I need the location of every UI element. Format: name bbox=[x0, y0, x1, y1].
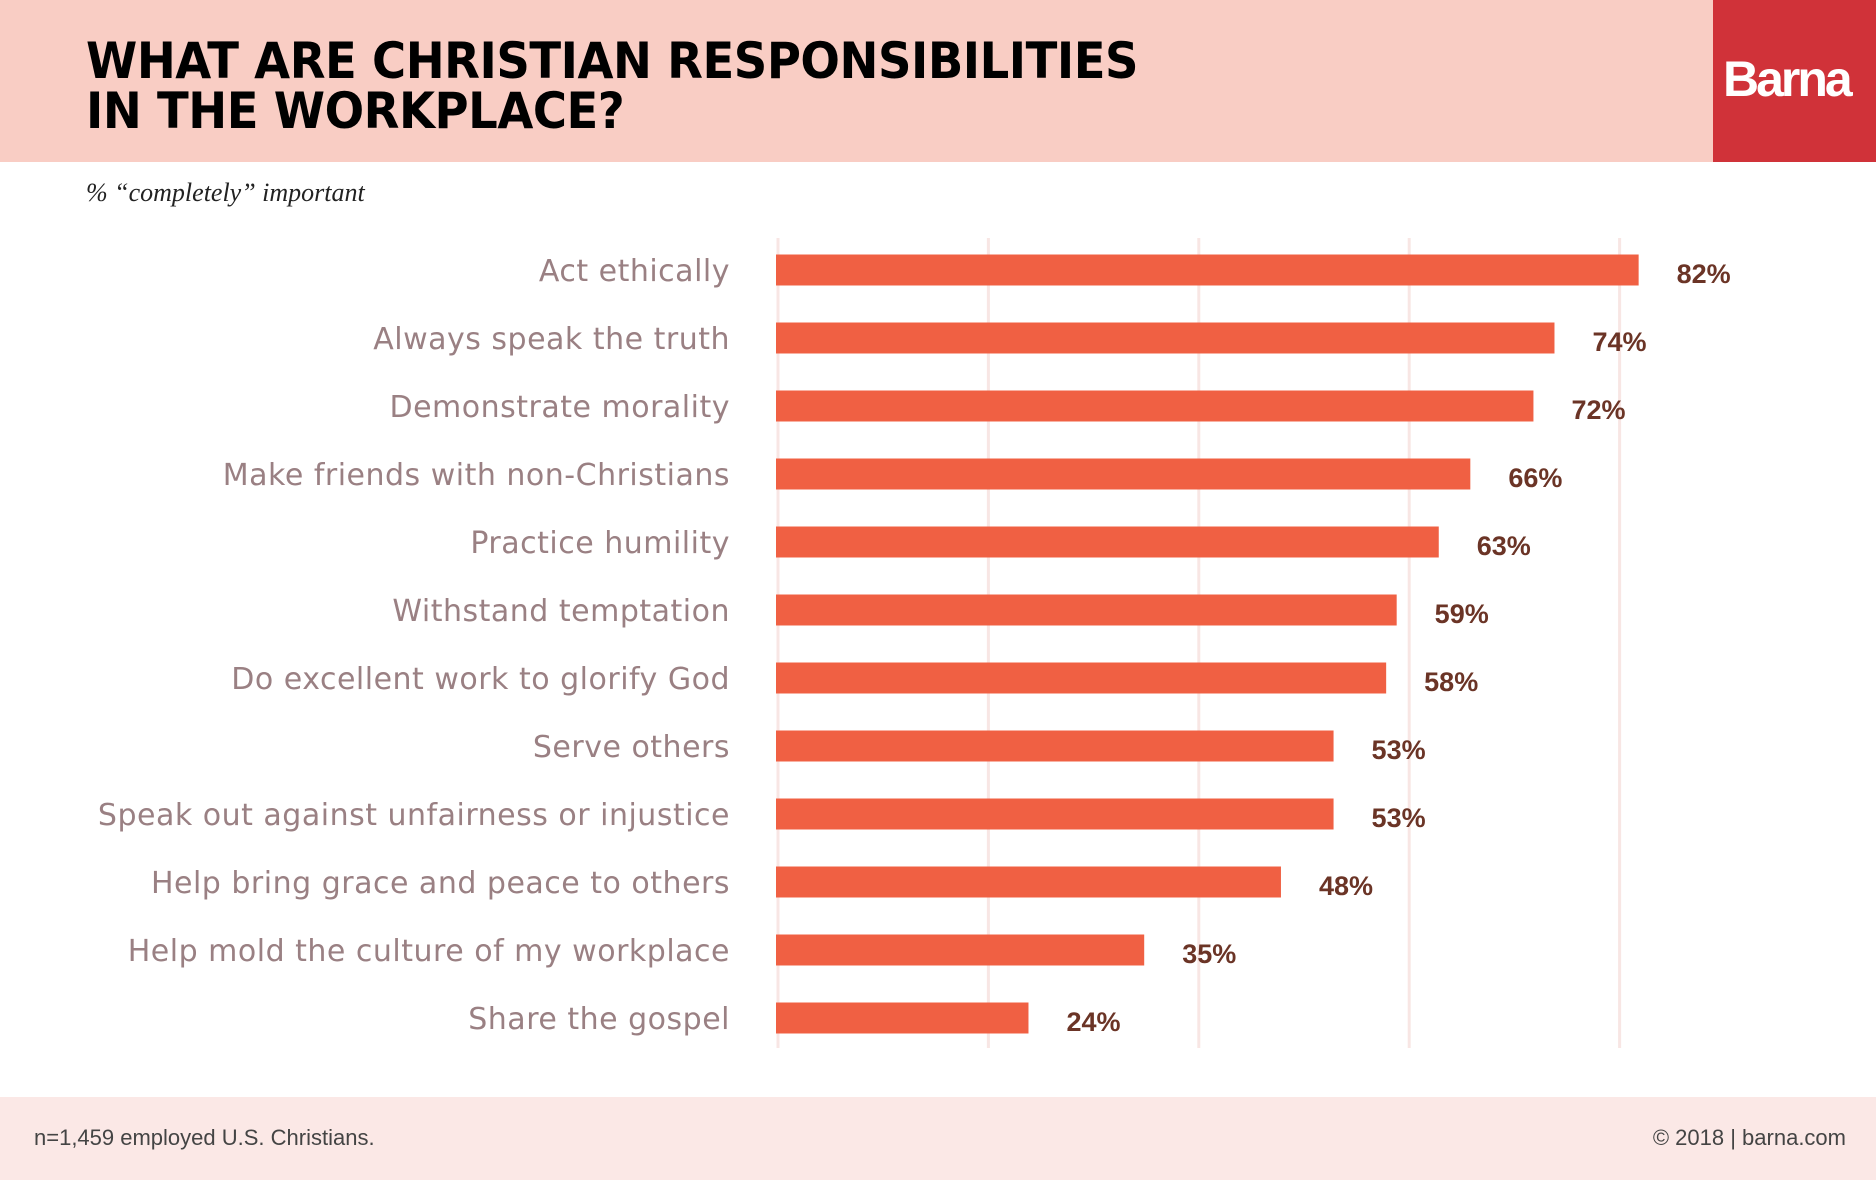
title-line-2: IN THE WORKPLACE? bbox=[86, 82, 625, 140]
category-label: Withstand temptation bbox=[392, 594, 730, 629]
bar bbox=[776, 526, 1439, 558]
barna-logo: Barna bbox=[1713, 0, 1876, 162]
value-label: 82% bbox=[1677, 259, 1731, 289]
category-label: Speak out against unfairness or injustic… bbox=[98, 798, 730, 833]
bar bbox=[776, 254, 1639, 286]
bar bbox=[776, 866, 1281, 898]
value-label: 53% bbox=[1372, 803, 1426, 833]
value-label: 59% bbox=[1435, 599, 1489, 629]
bar bbox=[776, 390, 1534, 422]
category-label: Do excellent work to glorify God bbox=[231, 662, 730, 697]
bar bbox=[776, 730, 1334, 762]
bar bbox=[776, 1002, 1029, 1034]
bar bbox=[776, 798, 1334, 830]
footer: n=1,459 employed U.S. Christians. © 2018… bbox=[0, 1097, 1876, 1180]
category-label: Help bring grace and peace to others bbox=[151, 866, 730, 901]
header: WHAT ARE CHRISTIAN RESPONSIBILITIES IN T… bbox=[0, 0, 1713, 162]
bar bbox=[776, 594, 1397, 626]
chart-subtitle: % “completely” important bbox=[86, 178, 365, 207]
bar bbox=[776, 934, 1145, 966]
category-label: Practice humility bbox=[470, 526, 730, 561]
copyright: © 2018 | barna.com bbox=[1652, 1125, 1846, 1150]
value-label: 74% bbox=[1592, 327, 1646, 357]
value-label: 24% bbox=[1066, 1007, 1120, 1037]
bar-chart: Act ethically 82% Always speak the truth 74… bbox=[98, 238, 1731, 1048]
category-label: Make friends with non-Christians bbox=[223, 458, 730, 493]
chart-title: WHAT ARE CHRISTIAN RESPONSIBILITIES IN T… bbox=[86, 32, 1139, 140]
value-label: 58% bbox=[1424, 667, 1478, 697]
category-label: Demonstrate morality bbox=[390, 390, 731, 425]
value-label: 63% bbox=[1477, 531, 1531, 561]
title-line-1: WHAT ARE CHRISTIAN RESPONSIBILITIES bbox=[86, 32, 1139, 90]
value-label: 66% bbox=[1508, 463, 1562, 493]
bar bbox=[776, 458, 1471, 490]
category-label: Serve others bbox=[533, 730, 730, 765]
category-label: Share the gospel bbox=[468, 1002, 730, 1037]
value-label: 72% bbox=[1571, 395, 1625, 425]
logo-text: Barna bbox=[1723, 51, 1853, 107]
sample-note: n=1,459 employed U.S. Christians. bbox=[34, 1125, 375, 1150]
bar bbox=[776, 322, 1555, 354]
value-label: 53% bbox=[1372, 735, 1426, 765]
value-label: 35% bbox=[1182, 939, 1236, 969]
category-label: Help mold the culture of my workplace bbox=[128, 934, 730, 969]
value-label: 48% bbox=[1319, 871, 1373, 901]
bar bbox=[776, 662, 1387, 694]
category-label: Always speak the truth bbox=[373, 322, 730, 357]
category-label: Act ethically bbox=[539, 254, 730, 289]
